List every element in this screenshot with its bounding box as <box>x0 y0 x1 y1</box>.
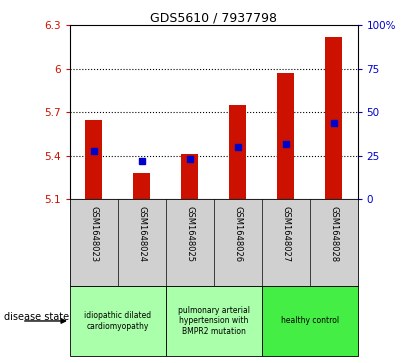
Text: GSM1648026: GSM1648026 <box>233 206 242 262</box>
Text: pulmonary arterial
hypertension with
BMPR2 mutation: pulmonary arterial hypertension with BMP… <box>178 306 250 336</box>
Bar <box>70 286 166 356</box>
Bar <box>262 286 358 356</box>
Text: idiopathic dilated
cardiomyopathy: idiopathic dilated cardiomyopathy <box>84 311 151 331</box>
Bar <box>134 173 150 199</box>
Bar <box>325 37 342 199</box>
Text: healthy control: healthy control <box>281 317 339 326</box>
Bar <box>85 119 102 199</box>
Title: GDS5610 / 7937798: GDS5610 / 7937798 <box>150 11 277 24</box>
Text: GSM1648023: GSM1648023 <box>89 206 98 262</box>
Bar <box>181 154 198 199</box>
Bar <box>277 73 294 199</box>
Bar <box>229 105 246 199</box>
Bar <box>166 286 262 356</box>
Text: disease state: disease state <box>4 313 69 322</box>
Text: GSM1648027: GSM1648027 <box>281 206 290 262</box>
Text: GSM1648024: GSM1648024 <box>137 206 146 262</box>
Text: GSM1648025: GSM1648025 <box>185 206 194 262</box>
Text: GSM1648028: GSM1648028 <box>329 206 338 262</box>
